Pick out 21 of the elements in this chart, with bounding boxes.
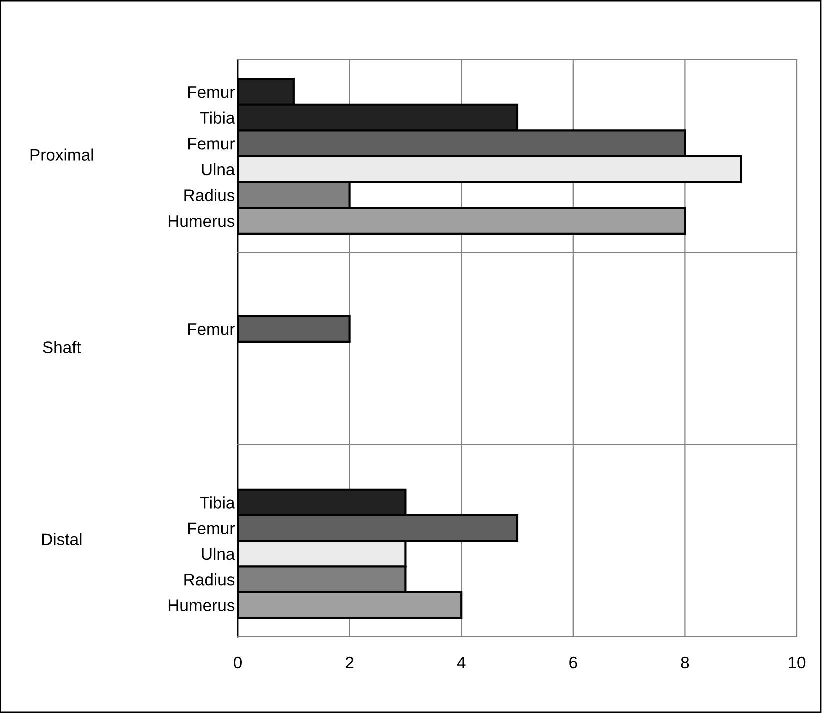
y-tick-label: Femur xyxy=(188,86,235,98)
y-tick-label: Tibia xyxy=(200,112,236,124)
x-tick-label: 4 xyxy=(457,657,466,669)
y-tick-label: Radius xyxy=(184,574,235,586)
x-tick-label: 6 xyxy=(570,656,578,669)
y-tick-label: Humerus xyxy=(168,216,235,228)
y-tick-label: Ulna xyxy=(202,163,236,176)
x-tick-label: 10 xyxy=(789,656,806,669)
y-tick-label: Femur xyxy=(188,522,235,535)
y-axis-title: Distal xyxy=(42,533,82,546)
y-tick-label: Femur xyxy=(188,138,235,150)
x-tick-label: 0 xyxy=(234,656,242,669)
y-axis-title: Shaft xyxy=(43,341,82,354)
y-tick-label: Radius xyxy=(184,189,235,202)
y-axis-title: Proximal xyxy=(30,148,94,161)
y-tick-label: Tibia xyxy=(200,496,236,509)
y-tick-label: Humerus xyxy=(168,600,235,612)
x-tick-label: 8 xyxy=(681,656,690,669)
y-tick-label: Femur xyxy=(188,324,235,336)
x-tick-label: 2 xyxy=(346,656,354,669)
y-tick-label: Ulna xyxy=(202,548,236,560)
